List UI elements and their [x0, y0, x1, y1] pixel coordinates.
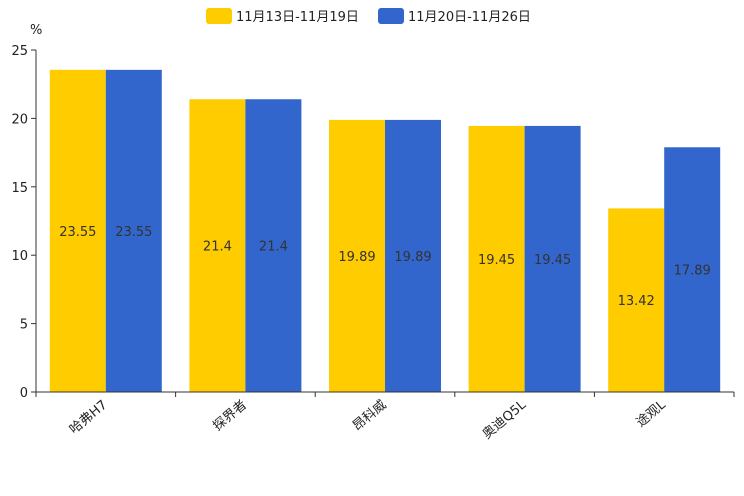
- legend-label: 11月13日-11月19日: [236, 10, 359, 25]
- bar-1: [49, 69, 106, 392]
- y-tick-label: 0: [20, 386, 28, 401]
- bar-2: [245, 99, 302, 393]
- data-label: 21.4: [203, 240, 232, 255]
- bars: 23.55 23.55 21.4 21.4 19.89 19.89 19.45 19.45 13…: [49, 69, 721, 393]
- x-tick-label: 探界者: [210, 398, 250, 435]
- data-label: 19.89: [338, 250, 375, 265]
- bar-1: [189, 99, 246, 393]
- bar-2: [105, 69, 162, 392]
- bar-1: [608, 208, 665, 392]
- x-tick-label: 昂科威: [350, 398, 390, 435]
- data-label: 19.89: [394, 250, 431, 265]
- legend-swatch: [206, 8, 232, 24]
- y-tick-label: 10: [11, 249, 28, 264]
- data-label: 23.55: [59, 225, 96, 240]
- bar-2: [524, 125, 581, 392]
- y-tick-label: 20: [11, 112, 28, 127]
- legend-label: 11月20日-11月26日: [408, 10, 531, 25]
- y-tick-label: 15: [11, 181, 28, 196]
- data-label: 19.45: [478, 253, 515, 268]
- y-tick-label: 25: [11, 44, 28, 59]
- y-axis-unit-label: %: [30, 23, 42, 38]
- x-tick-label: 奥迪Q5L: [480, 397, 530, 442]
- bar-1: [329, 119, 385, 393]
- y-tick-label: 5: [20, 318, 28, 333]
- data-label: 13.42: [618, 294, 655, 309]
- bar-2: [385, 119, 441, 393]
- bar-2: [664, 147, 721, 392]
- y-axis: 0 5 10 15 20 25: [11, 44, 37, 401]
- x-axis: 哈弗H7 探界者 昂科威 奥迪Q5L 途观L: [35, 391, 735, 442]
- data-label: 17.89: [674, 264, 711, 279]
- data-label: 21.4: [259, 240, 288, 255]
- x-tick-label: 途观L: [633, 396, 669, 430]
- data-label: 23.55: [115, 225, 152, 240]
- legend: 11月13日-11月19日 11月20日-11月26日: [206, 8, 531, 25]
- x-tick-label: 哈弗H7: [67, 398, 110, 438]
- legend-swatch: [378, 8, 404, 24]
- data-label: 19.45: [534, 253, 571, 268]
- bar-1: [468, 125, 525, 392]
